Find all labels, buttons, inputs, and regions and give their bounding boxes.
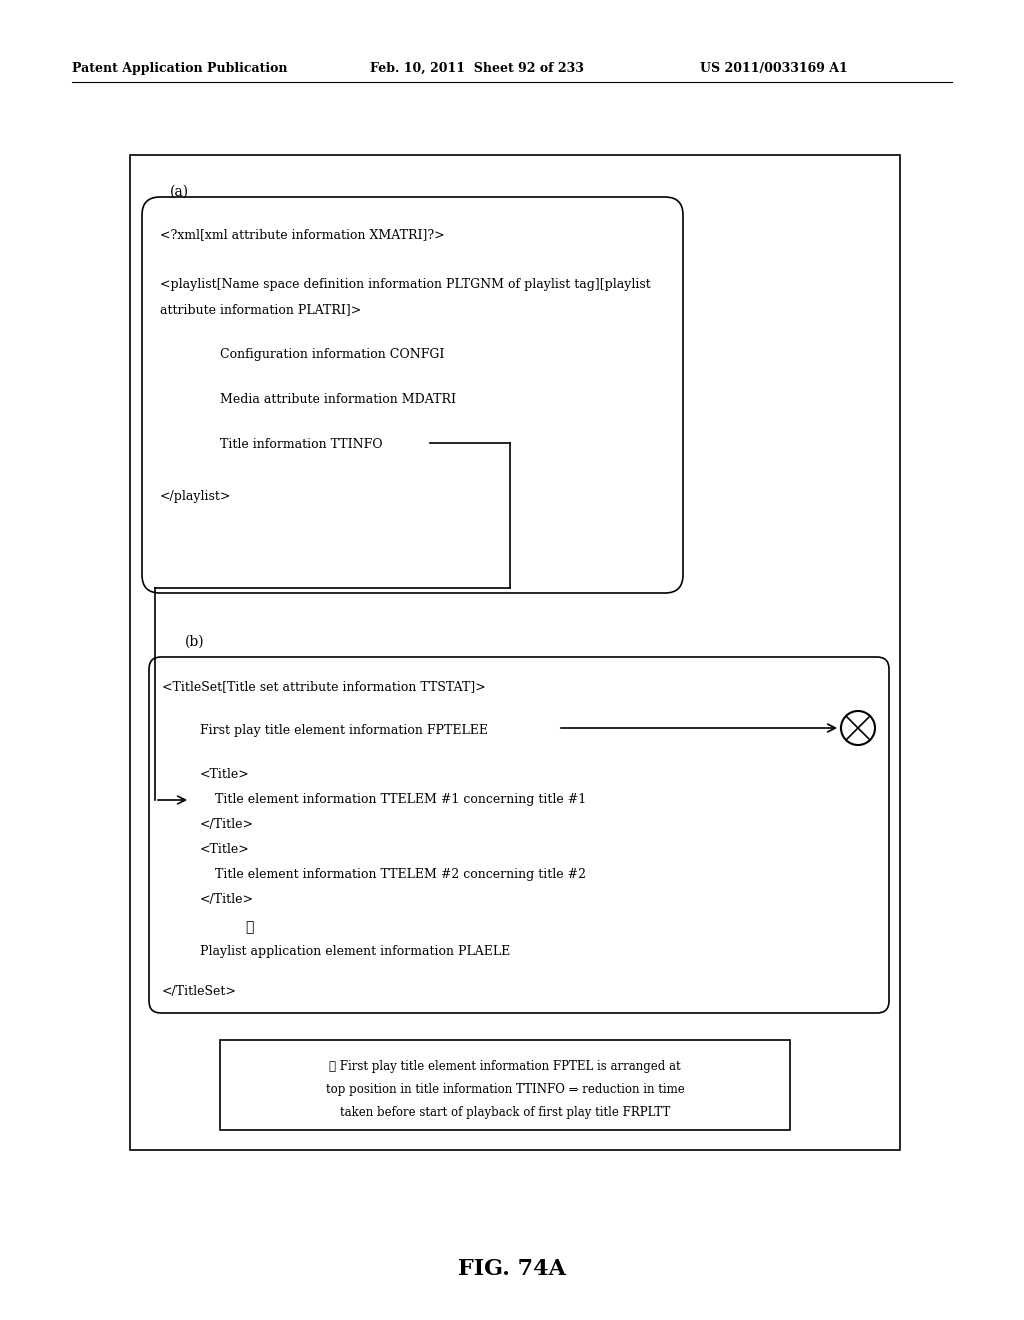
Text: top position in title information TTINFO ⇒ reduction in time: top position in title information TTINFO… (326, 1082, 684, 1096)
Bar (130, 154, 900, 1150)
Text: attribute information PLATRI]>: attribute information PLATRI]> (160, 304, 361, 315)
Bar (220, 1040, 790, 1130)
Text: Playlist application element information PLAELE: Playlist application element information… (200, 945, 510, 958)
Text: ※ First play title element information FPTEL is arranged at: ※ First play title element information F… (329, 1060, 681, 1073)
FancyBboxPatch shape (142, 197, 683, 593)
Text: </TitleSet>: </TitleSet> (162, 985, 237, 998)
Text: Configuration information CONFGI: Configuration information CONFGI (220, 348, 444, 360)
Text: Title element information TTELEM #1 concerning title #1: Title element information TTELEM #1 conc… (215, 793, 587, 807)
Text: <TitleSet[Title set attribute information TTSTAT]>: <TitleSet[Title set attribute informatio… (162, 680, 485, 693)
Text: </playlist>: </playlist> (160, 490, 231, 503)
Text: taken before start of playback of first play title FRPLTT: taken before start of playback of first … (340, 1106, 670, 1119)
FancyBboxPatch shape (150, 657, 889, 1012)
Text: </Title>: </Title> (200, 818, 254, 832)
Text: <Title>: <Title> (200, 843, 250, 855)
Text: First play title element information FPTELEE: First play title element information FPT… (200, 723, 488, 737)
Text: </Title>: </Title> (200, 894, 254, 906)
Text: ⋮: ⋮ (245, 920, 253, 935)
Text: Title information TTINFO: Title information TTINFO (220, 438, 383, 451)
Text: US 2011/0033169 A1: US 2011/0033169 A1 (700, 62, 848, 75)
Text: (a): (a) (170, 185, 189, 199)
Text: FIG. 74A: FIG. 74A (458, 1258, 566, 1280)
Text: Title element information TTELEM #2 concerning title #2: Title element information TTELEM #2 conc… (215, 869, 586, 880)
Text: <Title>: <Title> (200, 768, 250, 781)
Text: Feb. 10, 2011  Sheet 92 of 233: Feb. 10, 2011 Sheet 92 of 233 (370, 62, 584, 75)
Text: <playlist[Name space definition information PLTGNM of playlist tag][playlist: <playlist[Name space definition informat… (160, 279, 650, 290)
Text: Patent Application Publication: Patent Application Publication (72, 62, 288, 75)
Text: <?xml[xml attribute information XMATRI]?>: <?xml[xml attribute information XMATRI]?… (160, 228, 444, 242)
Text: (b): (b) (185, 635, 205, 649)
Text: Media attribute information MDATRI: Media attribute information MDATRI (220, 393, 456, 407)
